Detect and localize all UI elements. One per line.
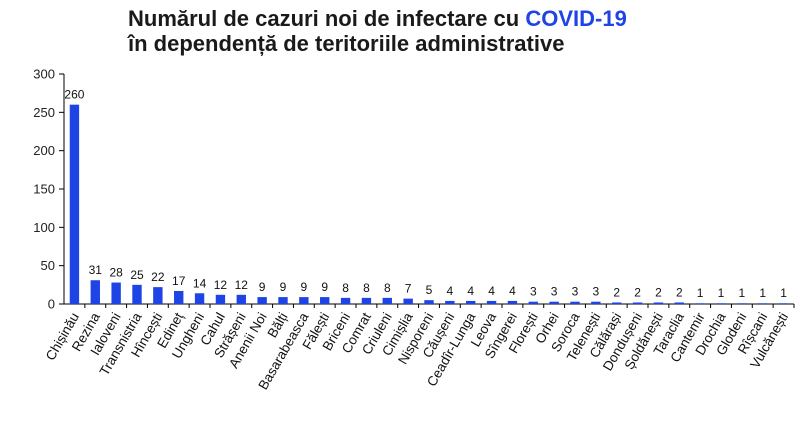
category-labels: ChișinăuRezinaIaloveniTransnistriaHînceș… [43,310,791,393]
bar [340,297,351,304]
bar [507,300,518,304]
bar [153,287,163,304]
bar [758,303,768,305]
data-label: 4 [509,284,516,298]
bar [320,297,330,304]
bar [570,301,580,304]
data-label: 2 [655,285,662,299]
bar [299,297,309,304]
data-label: 1 [780,286,787,300]
bar [236,294,246,304]
bar [424,300,434,304]
bar [486,300,497,304]
data-label: 28 [109,266,123,280]
data-label: 2 [613,285,620,299]
data-label: 3 [572,285,579,299]
bar [528,301,538,304]
data-label: 9 [259,280,266,294]
data-label: 1 [718,286,725,300]
bar [591,301,601,304]
chart-title-line2: în dependență de teritoriile administrat… [128,31,565,56]
data-label: 8 [342,281,349,295]
bar [194,293,205,304]
bar [278,297,288,304]
bar [257,297,267,304]
x-axis [64,303,795,308]
data-label: 3 [551,285,558,299]
bar [632,302,643,304]
data-label: 8 [363,281,370,295]
bar [466,300,476,304]
data-label: 14 [193,276,207,290]
data-label: 9 [280,280,287,294]
bar [382,297,392,304]
data-label: 17 [172,274,186,288]
bar [445,300,455,304]
y-tick-label: 250 [33,105,55,120]
data-label: 4 [488,284,495,298]
data-label: 1 [697,286,704,300]
y-tick-label: 100 [33,220,55,235]
y-tick-label: 300 [33,67,55,82]
bar [111,282,121,304]
data-label: 260 [64,88,84,102]
bar [549,301,559,304]
y-tick-label: 150 [33,182,55,197]
data-label: 4 [467,284,474,298]
bar [737,303,747,305]
bar [653,302,664,304]
y-tick-label: 200 [33,143,55,158]
data-label: 5 [426,283,433,297]
data-label: 22 [151,270,165,284]
data-label: 8 [384,281,391,295]
data-label: 2 [634,285,641,299]
data-label: 3 [593,285,600,299]
bar [612,302,622,304]
data-label: 9 [321,280,328,294]
bar [90,280,100,304]
data-label: 4 [447,284,454,298]
y-tick-label: 0 [48,297,55,312]
data-label: 25 [130,268,144,282]
bar [403,298,413,304]
bar [716,303,726,305]
chart-title: Numărul de cazuri noi de infectare cu CO… [128,6,627,56]
bar [361,297,372,304]
data-label: 9 [301,280,308,294]
data-label: 1 [759,286,766,300]
data-label: 12 [214,278,228,292]
y-axis: 0 50 100 150 200 250 300 [33,67,65,312]
data-label: 7 [405,282,412,296]
bar [215,294,226,304]
chart-title-line1: Numărul de cazuri noi de infectare cu [128,6,526,31]
bar [132,284,142,304]
data-label: 3 [530,285,537,299]
bar [695,303,705,305]
data-label: 1 [739,286,746,300]
y-tick-label: 50 [41,258,55,273]
bar [69,104,80,305]
data-label: 12 [235,278,249,292]
bar [778,303,789,305]
bars [69,104,789,305]
bar [174,290,184,304]
chart-title-accent: COVID-19 [525,6,627,31]
bar [674,302,684,304]
data-label: 31 [89,263,103,277]
data-label: 2 [676,285,683,299]
